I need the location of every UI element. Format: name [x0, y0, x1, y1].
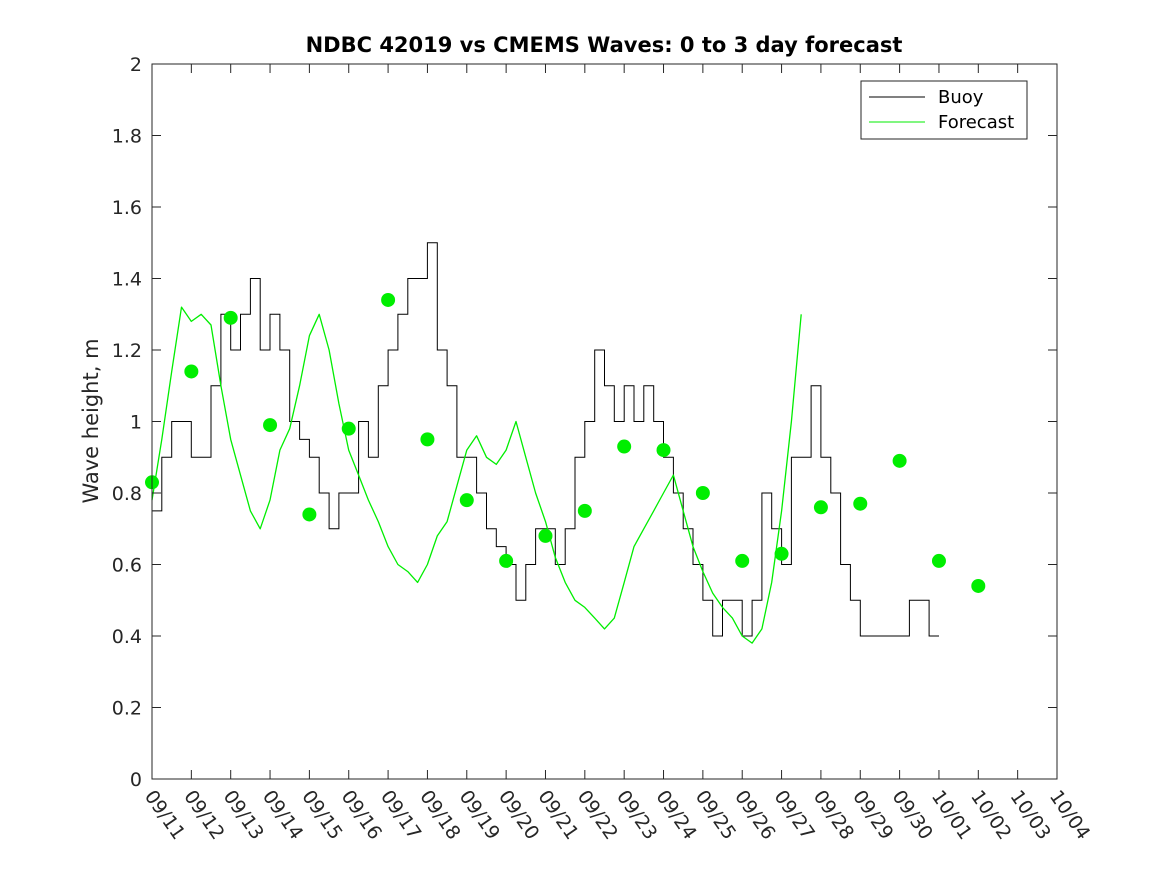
forecast-initial-point	[617, 439, 632, 454]
y-tick-label: 0.8	[112, 483, 142, 505]
forecast-line	[151, 306, 802, 644]
forecast-initial-point	[499, 553, 514, 568]
y-axis-label: Wave height, m	[79, 338, 103, 503]
buoy-line	[152, 242, 939, 637]
y-tick-label: 1.8	[112, 126, 142, 148]
forecast-initial-point	[853, 496, 868, 511]
forecast-initial-point	[223, 310, 238, 325]
legend-forecast-label: Forecast	[938, 112, 1014, 133]
forecast-initial-point	[184, 364, 199, 379]
forecast-initial-point	[538, 528, 553, 543]
legend: Buoy Forecast	[860, 80, 1028, 140]
forecast-initial-point	[420, 432, 435, 447]
forecast-initial-point	[813, 500, 828, 515]
forecast-initial-point	[341, 421, 356, 436]
y-tick-label: 2	[130, 54, 142, 76]
forecast-initial-point	[263, 418, 278, 433]
forecast-initial-point	[971, 578, 986, 593]
y-tick-label: 1.4	[112, 269, 142, 291]
forecast-initial-point	[695, 486, 710, 500]
forecast-initial-point	[381, 292, 396, 307]
forecast-series	[151, 306, 802, 644]
legend-buoy-label: Buoy	[938, 87, 984, 108]
forecast-initial-point	[302, 507, 317, 522]
plot-area	[152, 64, 1057, 779]
y-tick-label: 1.2	[112, 340, 142, 362]
y-tick-label: 0	[130, 769, 142, 791]
legend-box	[860, 80, 1028, 140]
forecast-initial-point	[577, 503, 592, 518]
y-tick-label: 0.6	[112, 555, 142, 577]
forecast-initial-point	[931, 553, 946, 568]
y-tick-label: 1.6	[112, 197, 142, 219]
forecast-initial-point	[892, 453, 907, 468]
buoy-series	[152, 242, 939, 637]
y-tick-label: 1	[130, 412, 142, 434]
forecast-initial-point	[735, 553, 750, 568]
forecast-initial-point	[774, 546, 789, 561]
y-tick-label: 0.2	[112, 698, 142, 720]
forecast-initial-point	[459, 493, 474, 508]
forecast-initial-point	[656, 443, 671, 458]
chart-title: NDBC 42019 vs CMEMS Waves: 0 to 3 day fo…	[306, 33, 903, 57]
y-tick-label: 0.4	[112, 626, 142, 648]
